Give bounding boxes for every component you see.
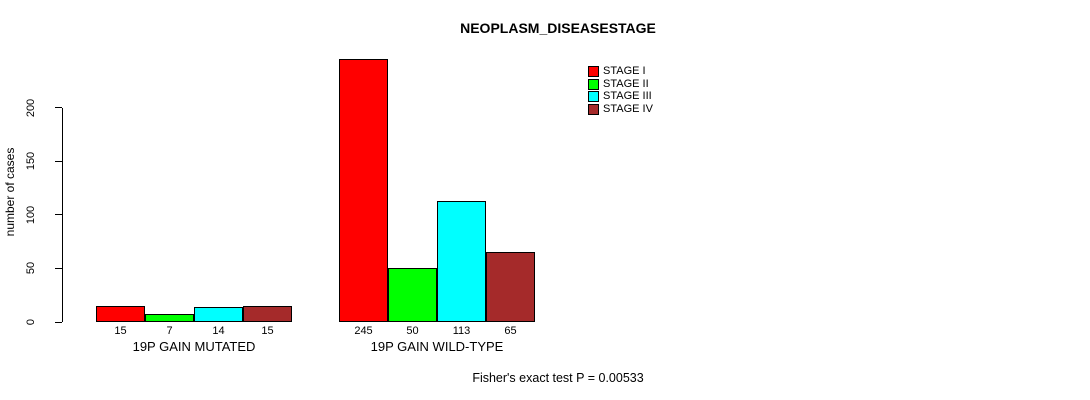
chart-title: NEOPLASM_DISEASESTAGE xyxy=(460,20,656,36)
y-axis-tick-label: 100 xyxy=(25,205,37,224)
bar-value-label: 15 xyxy=(261,325,274,337)
bar-stage-iv-19p-gain-wild-type xyxy=(486,252,535,322)
legend-label: STAGE II xyxy=(603,77,649,90)
category-label-19p-gain-wild-type: 19P GAIN WILD-TYPE xyxy=(370,339,504,354)
y-axis-tick xyxy=(55,214,62,216)
bar-stage-iii-19p-gain-mutated xyxy=(194,306,243,322)
legend-item-stage-ii: STAGE II xyxy=(588,77,653,90)
y-axis-title: number of cases xyxy=(3,147,17,237)
bar-stage-iii-19p-gain-wild-type xyxy=(437,200,486,322)
bar-value-label: 15 xyxy=(114,325,127,337)
bar-stage-i-19p-gain-wild-type xyxy=(339,59,388,322)
category-label-19p-gain-mutated: 19P GAIN MUTATED xyxy=(132,339,256,354)
legend-label: STAGE IV xyxy=(603,102,653,115)
bar-value-label: 113 xyxy=(452,325,471,337)
bar-stage-ii-19p-gain-mutated xyxy=(145,314,194,322)
bar-value-label: 14 xyxy=(212,325,225,337)
legend-item-stage-i: STAGE I xyxy=(588,66,653,77)
y-axis-tick xyxy=(55,160,62,162)
y-axis-tick xyxy=(55,321,62,323)
bar-value-label: 65 xyxy=(504,325,517,337)
bar-value-label: 50 xyxy=(406,325,419,337)
legend-label: STAGE I xyxy=(603,65,646,77)
y-axis-tick-label: 200 xyxy=(25,98,37,117)
y-axis-tick xyxy=(55,107,62,108)
y-axis-tick xyxy=(55,267,62,269)
legend-swatch-stage-i xyxy=(588,66,599,77)
bar-stage-iv-19p-gain-mutated xyxy=(243,305,292,322)
legend-swatch-stage-iii xyxy=(588,91,599,102)
bar-stage-ii-19p-gain-wild-type xyxy=(388,268,437,322)
legend-label: STAGE III xyxy=(603,90,652,102)
legend-swatch-stage-ii xyxy=(588,78,599,90)
y-axis-tick-label: 0 xyxy=(25,318,37,326)
y-axis-tick-label: 150 xyxy=(25,151,37,171)
y-axis-line xyxy=(62,107,63,322)
legend-swatch-stage-iv xyxy=(588,103,599,115)
legend: STAGE I STAGE II STAGE III STAGE IV xyxy=(588,66,653,115)
bar-value-label: 245 xyxy=(354,325,373,337)
y-axis-tick-label: 50 xyxy=(25,262,37,275)
bar-stage-i-19p-gain-mutated xyxy=(96,305,145,322)
stats-annotation: Fisher's exact test P = 0.00533 xyxy=(472,371,644,385)
legend-item-stage-iv: STAGE IV xyxy=(588,102,653,115)
bar-value-label: 7 xyxy=(166,325,173,337)
legend-item-stage-iii: STAGE III xyxy=(588,91,653,102)
